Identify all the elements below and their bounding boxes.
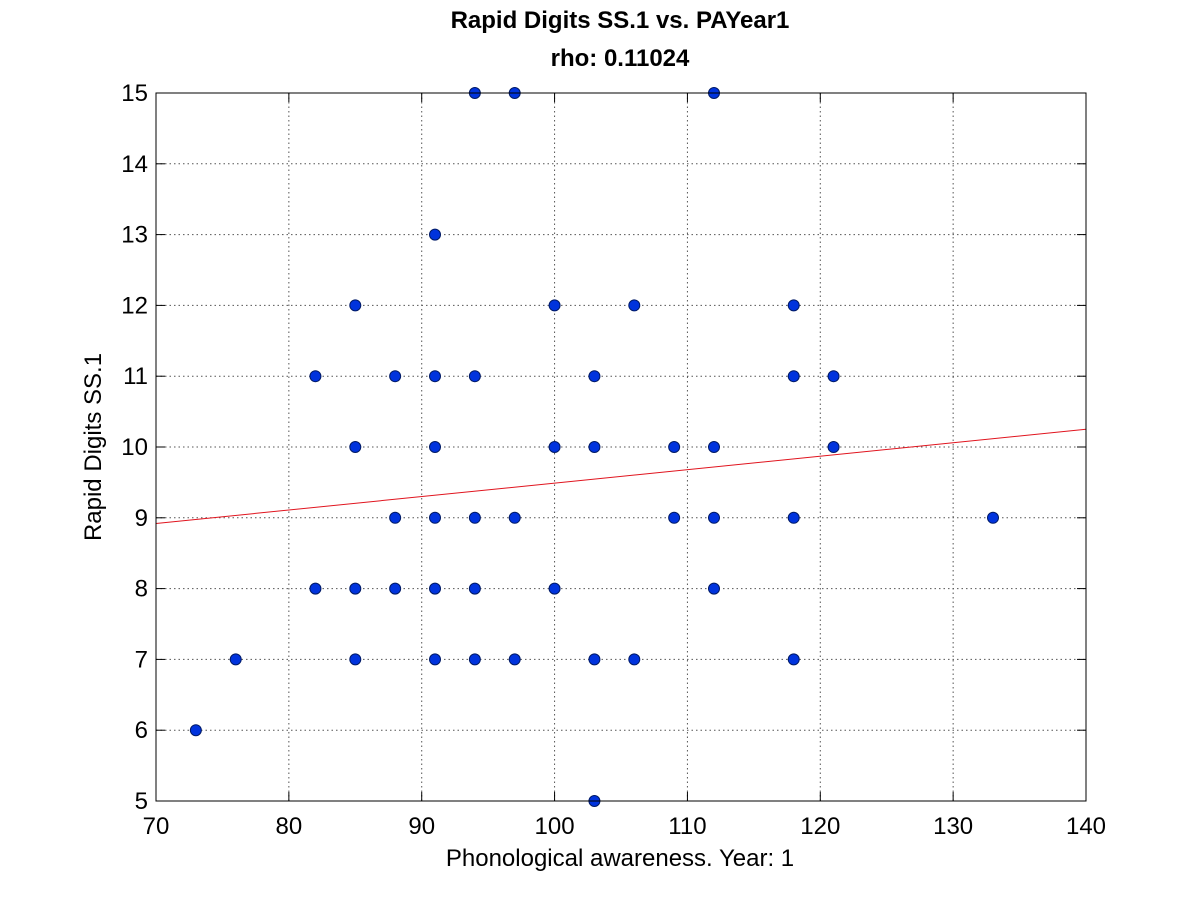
x-tick-label: 110 xyxy=(668,813,706,840)
data-point xyxy=(548,582,561,595)
data-point xyxy=(389,370,402,383)
data-point xyxy=(389,582,402,595)
data-point xyxy=(588,653,601,666)
x-tick-label: 100 xyxy=(535,813,575,840)
y-tick-label: 5 xyxy=(135,788,148,815)
data-point xyxy=(309,370,322,383)
y-tick-label: 7 xyxy=(135,646,148,673)
x-tick-label: 140 xyxy=(1066,813,1106,840)
data-point xyxy=(628,653,641,666)
data-point xyxy=(548,299,561,312)
data-point xyxy=(668,441,681,453)
data-point xyxy=(787,653,800,666)
data-point xyxy=(429,653,441,666)
y-axis-ticks: 5 6 7 8 9 10 11 12 13 14 15 xyxy=(121,80,1086,815)
data-point xyxy=(588,370,601,383)
data-point xyxy=(309,582,322,595)
data-point xyxy=(389,511,402,524)
x-tick-label: 130 xyxy=(933,813,973,840)
y-tick-label: 12 xyxy=(121,292,148,319)
data-point xyxy=(508,653,521,666)
y-tick-label: 9 xyxy=(135,505,148,532)
y-tick-label: 6 xyxy=(135,717,148,744)
data-point xyxy=(708,582,720,595)
data-point xyxy=(349,582,362,595)
data-point xyxy=(787,299,800,312)
data-point xyxy=(588,441,601,453)
data-point xyxy=(668,511,681,524)
y-tick-label: 10 xyxy=(121,434,148,461)
data-point xyxy=(708,441,720,453)
data-point xyxy=(189,724,202,737)
data-point xyxy=(229,653,242,666)
x-tick-label: 90 xyxy=(408,813,435,840)
data-point xyxy=(429,441,441,453)
data-point xyxy=(468,653,481,666)
grid xyxy=(156,93,1086,801)
data-point xyxy=(787,511,800,524)
points-layer xyxy=(189,87,999,807)
y-tick-label: 13 xyxy=(121,222,148,249)
x-axis-label: Phonological awareness. Year: 1 xyxy=(446,845,794,872)
data-point xyxy=(349,653,362,666)
y-axis-label: Rapid Digits SS.1 xyxy=(80,353,107,541)
y-tick-label: 14 xyxy=(121,151,148,178)
chart-title: Rapid Digits SS.1 vs. PAYear1 xyxy=(451,7,790,34)
data-point xyxy=(787,370,800,383)
data-point xyxy=(468,370,481,383)
data-point xyxy=(827,441,840,453)
fit-line-layer xyxy=(155,428,1087,524)
data-point xyxy=(508,511,521,524)
data-point xyxy=(628,299,641,312)
data-point xyxy=(429,582,441,595)
data-point xyxy=(429,511,441,524)
y-tick-label: 15 xyxy=(121,80,148,107)
data-point xyxy=(468,582,481,595)
x-tick-label: 120 xyxy=(800,813,840,840)
data-point xyxy=(429,228,441,241)
data-point xyxy=(548,441,561,453)
data-point xyxy=(349,441,362,453)
x-axis-ticks: 70 80 90 100 110 120 130 140 xyxy=(143,93,1106,840)
data-point xyxy=(987,511,999,524)
fit-line xyxy=(155,428,1087,524)
y-tick-label: 11 xyxy=(123,363,148,390)
chart-subtitle: rho: 0.11024 xyxy=(551,45,690,72)
data-point xyxy=(349,299,362,312)
y-tick-label: 8 xyxy=(135,576,148,603)
x-tick-label: 70 xyxy=(143,813,170,840)
data-point xyxy=(468,511,481,524)
x-tick-label: 80 xyxy=(276,813,303,840)
data-point xyxy=(429,370,441,383)
data-point xyxy=(827,370,840,383)
data-point xyxy=(708,511,720,524)
